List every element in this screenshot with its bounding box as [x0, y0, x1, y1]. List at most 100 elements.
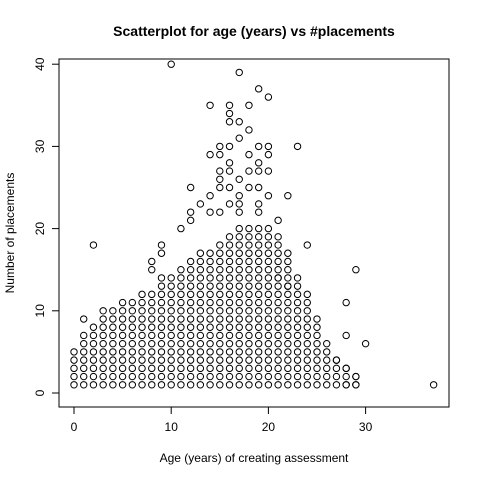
data-point	[352, 266, 360, 274]
data-point	[128, 323, 137, 331]
data-point	[196, 364, 205, 373]
data-point	[254, 372, 263, 381]
data-point	[118, 348, 127, 356]
data-point	[293, 315, 302, 323]
data-point	[342, 331, 350, 340]
data-point	[245, 266, 253, 274]
data-point	[303, 348, 311, 356]
data-point	[284, 372, 292, 381]
data-point	[293, 274, 302, 282]
data-point	[264, 249, 273, 257]
data-point	[138, 315, 146, 323]
data-point	[148, 290, 156, 299]
data-point	[70, 364, 78, 373]
data-point	[70, 381, 78, 389]
data-point	[245, 315, 253, 323]
data-point	[225, 348, 234, 356]
data-point	[89, 339, 98, 348]
data-point	[235, 282, 243, 290]
data-point	[235, 356, 243, 364]
data-point	[254, 208, 263, 216]
data-point	[157, 298, 166, 307]
data-point	[245, 348, 253, 356]
data-point	[254, 167, 263, 175]
data-point	[235, 364, 243, 373]
data-point	[284, 307, 292, 315]
data-point	[235, 315, 243, 323]
data-point	[293, 348, 302, 356]
data-point	[167, 339, 175, 348]
data-point	[225, 364, 234, 373]
data-point	[196, 339, 205, 348]
data-point	[70, 372, 78, 381]
data-point	[138, 348, 146, 356]
data-point	[216, 339, 224, 348]
data-point	[157, 372, 166, 381]
data-point	[196, 307, 205, 315]
data-point	[225, 298, 234, 307]
data-point	[89, 356, 98, 364]
data-point	[128, 315, 137, 323]
data-point	[313, 381, 321, 389]
data-point	[235, 298, 243, 307]
data-point	[157, 381, 166, 389]
data-point	[206, 315, 214, 323]
x-tick-label: 10	[165, 420, 179, 434]
data-point	[264, 331, 273, 340]
data-point	[274, 356, 282, 364]
data-point	[264, 348, 273, 356]
data-point	[235, 249, 243, 257]
data-point	[99, 348, 107, 356]
data-point	[138, 323, 146, 331]
data-point	[264, 298, 273, 307]
data-point	[225, 339, 234, 348]
data-point	[245, 282, 253, 290]
data-point	[157, 249, 166, 257]
data-point	[148, 298, 156, 307]
data-point	[225, 274, 234, 282]
data-point	[206, 150, 214, 159]
data-point	[284, 364, 292, 373]
data-point	[216, 290, 224, 299]
data-point	[109, 356, 117, 364]
data-point	[206, 257, 214, 266]
data-point	[293, 372, 302, 381]
data-point	[264, 339, 273, 348]
data-point	[235, 200, 243, 208]
data-point	[254, 241, 263, 249]
data-point	[274, 249, 282, 257]
data-point	[332, 364, 341, 373]
data-point	[167, 274, 175, 282]
data-point	[245, 126, 253, 134]
data-point	[196, 315, 205, 323]
data-point	[206, 249, 214, 257]
data-point	[216, 381, 224, 389]
data-point	[89, 323, 98, 331]
data-point	[303, 323, 311, 331]
data-point	[118, 298, 127, 307]
data-point	[225, 290, 234, 299]
data-point	[138, 339, 146, 348]
data-point	[245, 249, 253, 257]
data-point	[293, 356, 302, 364]
data-point	[157, 348, 166, 356]
data-point	[118, 339, 127, 348]
data-point	[293, 364, 302, 373]
data-point	[245, 167, 253, 175]
data-point	[274, 381, 282, 389]
data-point	[264, 241, 273, 249]
data-point	[254, 233, 263, 241]
data-point	[99, 356, 107, 364]
data-point	[138, 331, 146, 340]
data-point	[235, 175, 243, 183]
data-point	[332, 372, 341, 381]
data-point	[225, 241, 234, 249]
data-point	[157, 315, 166, 323]
data-point	[245, 364, 253, 373]
data-point	[245, 183, 253, 192]
y-tick-label: 0	[33, 389, 47, 396]
data-point	[225, 142, 234, 151]
data-point	[80, 356, 88, 364]
data-point	[225, 356, 234, 364]
data-point	[303, 331, 311, 340]
